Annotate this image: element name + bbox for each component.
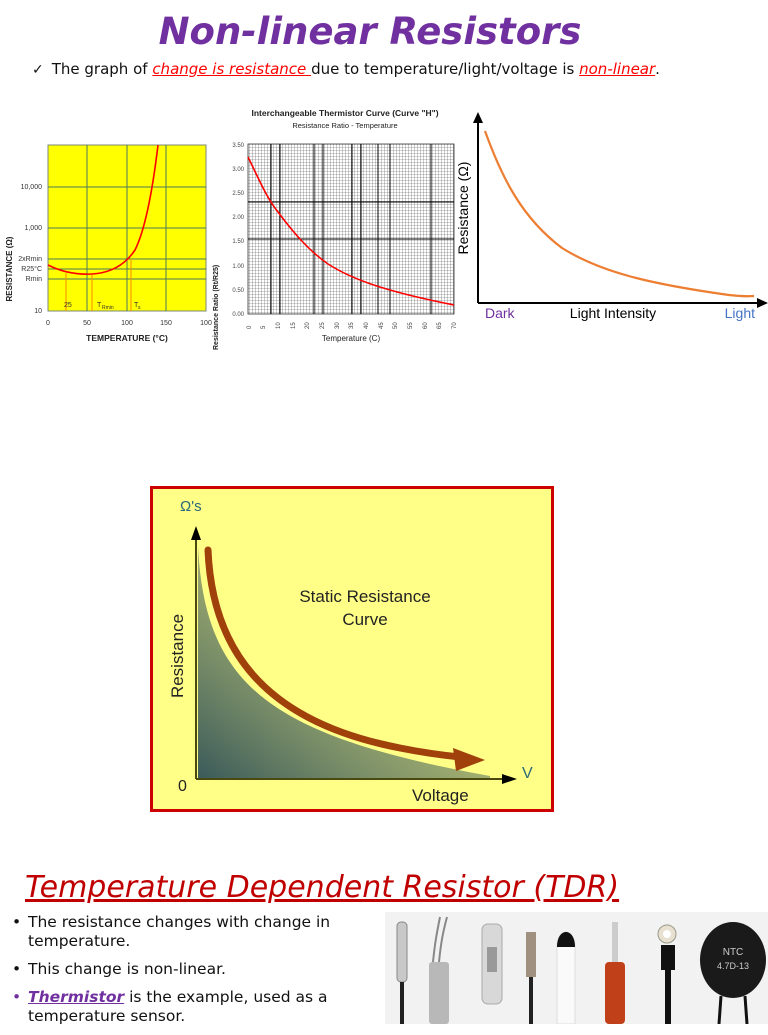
intro-middle: due to temperature/light/voltage is: [311, 60, 580, 78]
svg-text:Static Resistance: Static Resistance: [299, 587, 430, 606]
slide-title: Non-linear Resistors: [158, 10, 582, 53]
intro-suffix: .: [655, 60, 660, 78]
static-x-label: Voltage: [412, 786, 469, 805]
thermistor-photo: NTC 4.7D-13: [385, 912, 768, 1024]
svg-text:10,000: 10,000: [21, 184, 43, 191]
intro-prefix: The graph of: [51, 60, 153, 78]
bullet-item: • This change is non-linear.: [12, 960, 226, 978]
svg-text:2.50: 2.50: [232, 191, 244, 197]
svg-text:25: 25: [320, 322, 326, 329]
static-y-unit: Ω's: [180, 498, 202, 515]
svg-text:25: 25: [64, 302, 72, 309]
curve-h-subtitle: Resistance Ratio - Temperature: [292, 121, 397, 130]
svg-text:70: 70: [452, 322, 458, 329]
tdr-bullet-list: • The resistance changes with change in t…: [12, 913, 372, 1035]
svg-text:Rmin: Rmin: [26, 276, 42, 283]
static-resistance-chart: Ω's V 0 Voltage Resistance Static Resist…: [150, 486, 554, 812]
curve-h-chart: Interchangeable Thermistor Curve (Curve …: [232, 108, 458, 343]
svg-text:50: 50: [393, 322, 399, 329]
svg-text:0: 0: [247, 325, 253, 329]
checkmark-icon: ✓: [32, 62, 44, 78]
intro-line: ✓ The graph of change is resistance due t…: [32, 60, 660, 78]
bullet-item: • Thermistor is the example, used as a te…: [12, 988, 328, 1025]
ldr-y-label: Resistance (Ω): [455, 162, 471, 255]
svg-text:T: T: [97, 302, 102, 309]
tdr-section-title: Temperature Dependent Resistor (TDR): [25, 870, 620, 905]
svg-text:s: s: [138, 305, 141, 311]
ldr-light-label: Light: [725, 305, 755, 321]
svg-text:0.50: 0.50: [232, 288, 244, 294]
thermistor-link[interactable]: Thermistor: [28, 988, 125, 1006]
svg-text:40: 40: [364, 322, 370, 329]
svg-text:1,000: 1,000: [24, 225, 42, 232]
svg-text:35: 35: [349, 322, 355, 329]
svg-text:0.00: 0.00: [232, 312, 244, 318]
ptc-y-axis-label: RESISTANCE (Ω): [5, 236, 14, 301]
svg-text:10: 10: [34, 308, 42, 315]
svg-text:15: 15: [291, 322, 297, 329]
ldr-chart: Resistance (Ω) Dark Light Intensity Ligh…: [455, 112, 768, 321]
static-x-unit: V: [522, 765, 533, 782]
intro-highlight-2: non-linear: [579, 60, 656, 78]
ldr-dark-label: Dark: [485, 305, 516, 321]
svg-text:1.00: 1.00: [232, 264, 244, 270]
svg-text:30: 30: [335, 322, 341, 329]
svg-text:10: 10: [276, 322, 282, 329]
ptc-x-axis-label: TEMPERATURE (°C): [86, 333, 168, 343]
svg-text:T: T: [134, 302, 139, 309]
svg-text:R25°C: R25°C: [21, 265, 42, 273]
bullet-item: • The resistance changes with change in t…: [12, 913, 331, 950]
svg-text:50: 50: [83, 320, 91, 327]
svg-text:100: 100: [200, 320, 212, 327]
svg-text:100: 100: [121, 320, 133, 327]
svg-text:150: 150: [160, 320, 172, 327]
static-origin: 0: [178, 778, 187, 795]
svg-text:45: 45: [379, 322, 385, 329]
svg-text:0: 0: [46, 320, 50, 327]
ldr-x-label: Light Intensity: [570, 305, 656, 321]
svg-text:Curve: Curve: [342, 610, 387, 629]
svg-text:60: 60: [423, 322, 429, 329]
svg-text:2.00: 2.00: [232, 215, 244, 221]
svg-text:Resistance Ratio (Rt/R25): Resistance Ratio (Rt/R25): [213, 265, 220, 350]
svg-text:2xRmin: 2xRmin: [18, 256, 42, 263]
svg-text:3.50: 3.50: [232, 143, 244, 149]
static-y-label: Resistance: [168, 614, 187, 698]
curve-h-x-label: Temperature (C): [322, 334, 381, 343]
ntc-label-1: NTC: [723, 947, 744, 958]
svg-text:3.00: 3.00: [232, 167, 244, 173]
ntc-label-2: 4.7D-13: [717, 961, 749, 971]
svg-text:55: 55: [408, 322, 414, 329]
svg-text:1.50: 1.50: [232, 239, 244, 245]
curve-h-title: Interchangeable Thermistor Curve (Curve …: [251, 108, 438, 118]
svg-text:20: 20: [305, 322, 311, 329]
svg-text:5: 5: [261, 325, 267, 329]
intro-highlight-1: change is resistance: [152, 60, 312, 78]
svg-text:Rmin: Rmin: [102, 305, 114, 311]
svg-text:65: 65: [437, 322, 443, 329]
